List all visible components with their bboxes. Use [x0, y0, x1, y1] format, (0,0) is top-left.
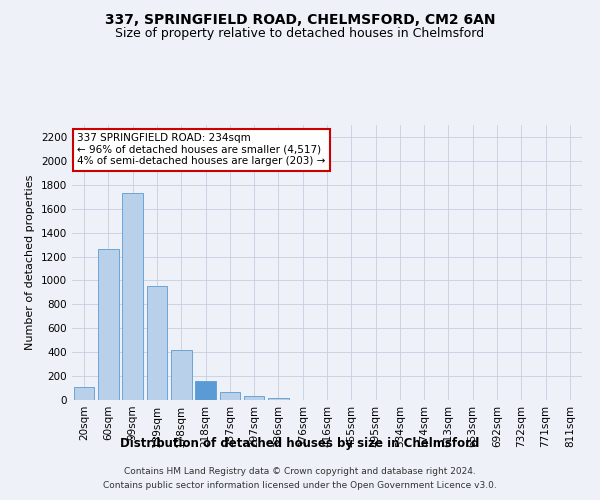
Text: 337, SPRINGFIELD ROAD, CHELMSFORD, CM2 6AN: 337, SPRINGFIELD ROAD, CHELMSFORD, CM2 6…	[105, 12, 495, 26]
Bar	[146, 286, 167, 400]
Text: Distribution of detached houses by size in Chelmsford: Distribution of detached houses by size …	[121, 438, 479, 450]
Bar	[244, 396, 265, 400]
Text: Contains public sector information licensed under the Open Government Licence v3: Contains public sector information licen…	[103, 481, 497, 490]
Bar	[268, 398, 289, 400]
Bar	[122, 193, 143, 400]
Bar	[171, 350, 191, 400]
Text: 337 SPRINGFIELD ROAD: 234sqm
← 96% of detached houses are smaller (4,517)
4% of : 337 SPRINGFIELD ROAD: 234sqm ← 96% of de…	[77, 133, 325, 166]
Text: Contains HM Land Registry data © Crown copyright and database right 2024.: Contains HM Land Registry data © Crown c…	[124, 468, 476, 476]
Bar	[220, 392, 240, 400]
Bar	[195, 382, 216, 400]
Bar	[98, 248, 119, 400]
Text: Size of property relative to detached houses in Chelmsford: Size of property relative to detached ho…	[115, 28, 485, 40]
Bar	[74, 387, 94, 400]
Y-axis label: Number of detached properties: Number of detached properties	[25, 175, 35, 350]
